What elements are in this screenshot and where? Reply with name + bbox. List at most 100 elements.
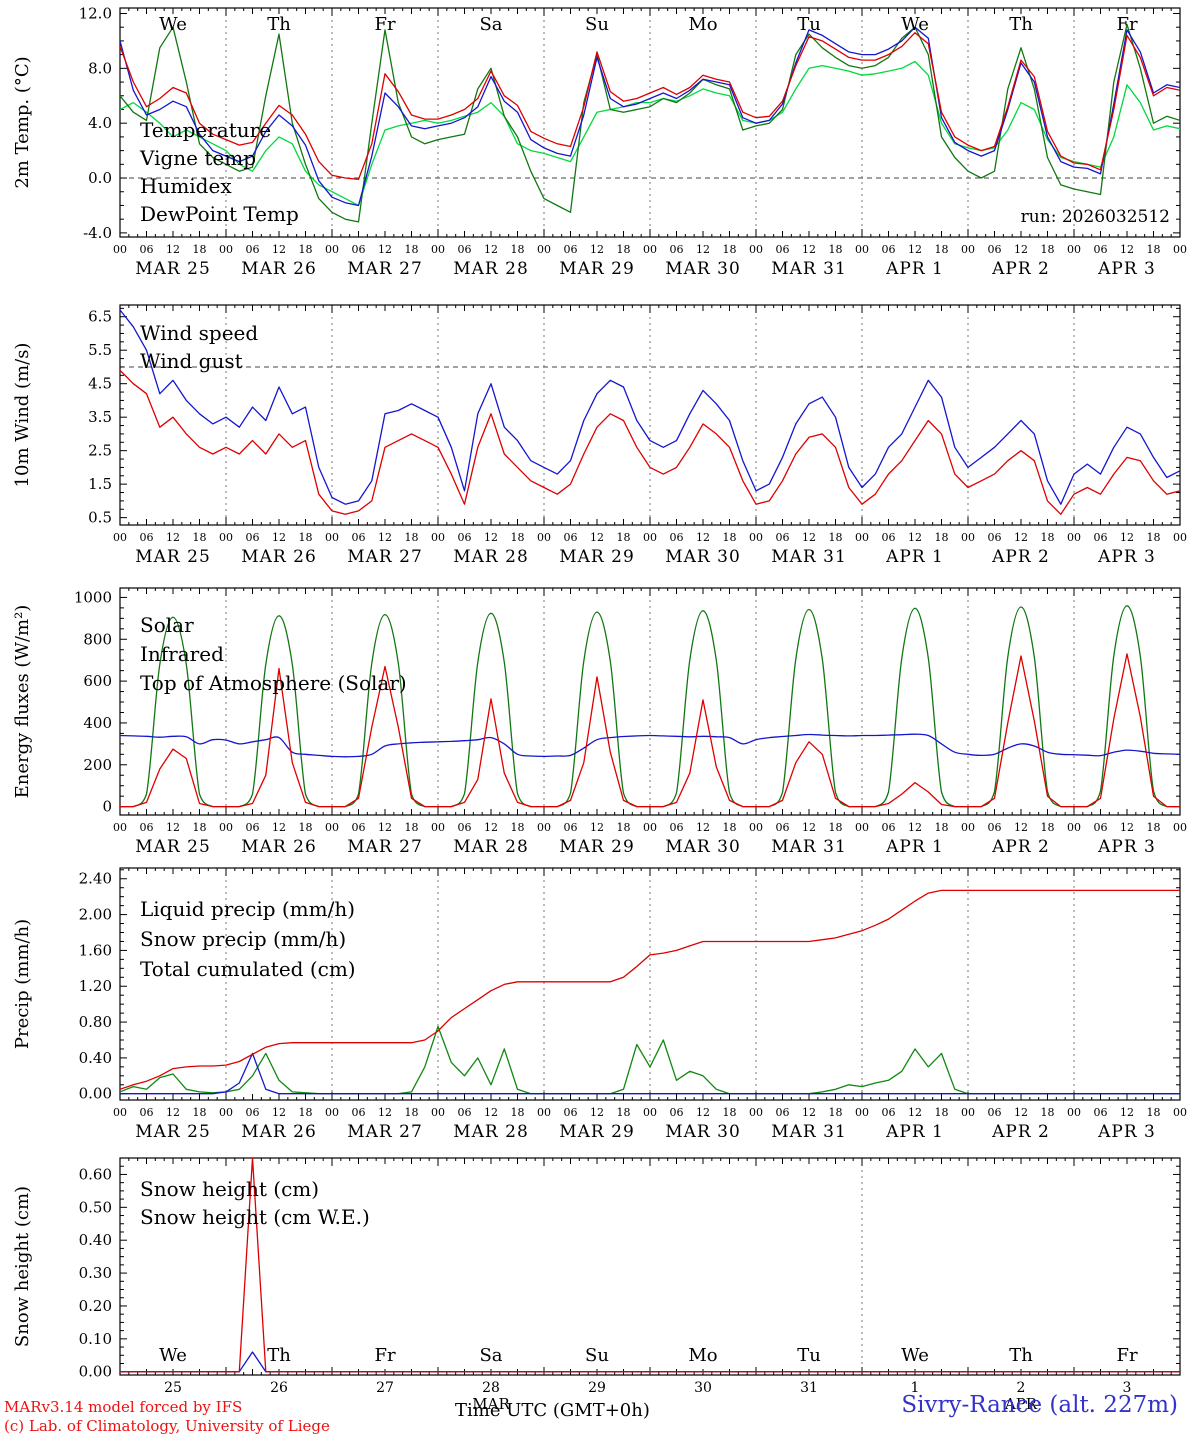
hour-tick-label: 00: [537, 531, 551, 544]
y-tick-label: 0.40: [79, 1049, 112, 1067]
hour-tick-label: 12: [590, 243, 604, 256]
hour-tick-label: 00: [1067, 243, 1081, 256]
hour-tick-label: 12: [272, 531, 286, 544]
hour-tick-label: 06: [1094, 1106, 1108, 1119]
y-tick-label: 6.5: [88, 308, 112, 326]
hour-tick-label: 18: [617, 243, 631, 256]
date-label: APR 2: [991, 547, 1050, 567]
series-vigne-temp-line: [120, 23, 1180, 223]
y-tick-label: -4.0: [83, 224, 112, 242]
date-label: MAR 30: [665, 547, 741, 567]
hour-tick-label: 06: [140, 821, 154, 834]
panel-snow_height: 0.60 0.50 0.40 0.30 0.20 0.10 0.00 Snow height …: [12, 1157, 1181, 1413]
y-tick-label: 0.20: [79, 1297, 112, 1315]
y-tick-label: 0.60: [79, 1165, 112, 1183]
day-number-label: 27: [376, 1380, 394, 1396]
date-label: MAR 26: [241, 259, 317, 279]
hour-tick-label: 12: [378, 531, 392, 544]
weekday-label: Mo: [688, 1345, 717, 1366]
series-group: [120, 23, 1180, 223]
date-label: APR 2: [991, 837, 1050, 857]
y-tick-label: 12.0: [79, 4, 112, 22]
date-label: APR 1: [885, 837, 944, 857]
hour-tick-label: 18: [299, 821, 313, 834]
legend-snow-precip-mm-h: Snow precip (mm/h): [140, 927, 346, 951]
legend-top-of-atmosphere-solar: Top of Atmosphere (Solar): [140, 671, 407, 695]
date-label: MAR 29: [559, 1122, 635, 1142]
hour-tick-label: 18: [511, 1106, 525, 1119]
series-top-of-atmosphere-solar-line: [120, 605, 1180, 808]
hour-tick-label: 18: [405, 821, 419, 834]
y-tick-label: 2.5: [88, 442, 112, 460]
day-number-label: 28: [482, 1380, 500, 1396]
hour-tick-label: 18: [193, 243, 207, 256]
y-tick-label: 2.00: [79, 906, 112, 924]
date-label: APR 1: [885, 1122, 944, 1142]
weekday-label: We: [159, 14, 187, 35]
month-label: APR: [1004, 1395, 1038, 1413]
hour-tick-label: 18: [723, 821, 737, 834]
hour-tick-label: 12: [166, 1106, 180, 1119]
y-tick-label: 4.0: [88, 114, 112, 132]
y-tick-label: 1.20: [79, 977, 112, 995]
date-label: MAR 30: [665, 1122, 741, 1142]
hour-tick-label: 06: [1094, 243, 1108, 256]
hour-tick-label: 06: [988, 531, 1002, 544]
legend-dewpoint-temp: DewPoint Temp: [140, 202, 299, 226]
panel-precip: 2.40 2.00 1.60 1.20 0.80 0.40 0.00 Liquid preci…: [12, 867, 1187, 1142]
hour-tick-label: 00: [961, 1106, 975, 1119]
weekday-label: Sa: [479, 14, 502, 35]
hour-tick-label: 18: [935, 1106, 949, 1119]
day-number-label: 30: [694, 1380, 712, 1396]
hour-tick-label: 06: [882, 531, 896, 544]
y-tick-label: 1.5: [88, 475, 112, 493]
y-axis-label: Snow height (cm): [12, 1186, 33, 1347]
hour-tick-label: 18: [1147, 243, 1161, 256]
hour-tick-label: 18: [935, 821, 949, 834]
hour-tick-label: 12: [378, 821, 392, 834]
hour-tick-label: 12: [590, 531, 604, 544]
y-tick-label: 0.80: [79, 1013, 112, 1031]
weekday-label: We: [159, 1345, 187, 1366]
hour-tick-label: 06: [882, 821, 896, 834]
y-ticks: 2.40 2.00 1.60 1.20 0.80 0.40 0.00: [79, 869, 1180, 1103]
weekday-label: Th: [267, 14, 291, 35]
hour-tick-label: 12: [1120, 1106, 1134, 1119]
hour-tick-label: 18: [829, 1106, 843, 1119]
hour-tick-label: 00: [1173, 531, 1187, 544]
panel-temperature: 12.0 8.0 4.0 0.0 -4.0 DewPoint Temp Vigne temp…: [12, 4, 1187, 279]
hour-tick-label: 06: [670, 1106, 684, 1119]
hour-tick-label: 00: [113, 243, 127, 256]
weekday-label: Su: [585, 14, 609, 35]
hour-tick-label: 00: [1067, 531, 1081, 544]
hour-tick-label: 18: [1147, 821, 1161, 834]
legend-wind-speed: Wind speed: [140, 321, 258, 345]
hour-tick-label: 18: [405, 531, 419, 544]
hour-tick-label: 06: [564, 243, 578, 256]
hour-tick-label: 18: [405, 243, 419, 256]
y-tick-label: 0.10: [79, 1330, 112, 1348]
hour-tick-label: 18: [1041, 531, 1055, 544]
day-gridlines: [225, 588, 1075, 815]
hour-tick-label: 18: [935, 531, 949, 544]
legend-wind-gust: Wind gust: [140, 349, 243, 373]
hour-tick-label: 06: [670, 821, 684, 834]
legend-vigne-temp: Vigne temp: [139, 146, 256, 170]
weekday-label: Th: [267, 1345, 291, 1366]
run-label: run: 2026032512: [1021, 207, 1170, 227]
date-label: MAR 27: [347, 837, 423, 857]
hour-tick-label: 00: [1173, 1106, 1187, 1119]
series-group: [120, 605, 1180, 808]
date-label: MAR 26: [241, 837, 317, 857]
day-number-label: 25: [164, 1380, 182, 1396]
hour-tick-label: 18: [1041, 821, 1055, 834]
hour-tick-label: 00: [749, 243, 763, 256]
hour-tick-label: 18: [723, 1106, 737, 1119]
hour-tick-label: 18: [1041, 1106, 1055, 1119]
hour-tick-label: 06: [246, 243, 260, 256]
hour-tick-label: 06: [352, 243, 366, 256]
date-label: MAR 29: [559, 837, 635, 857]
day-number-label: 2: [1017, 1380, 1026, 1396]
